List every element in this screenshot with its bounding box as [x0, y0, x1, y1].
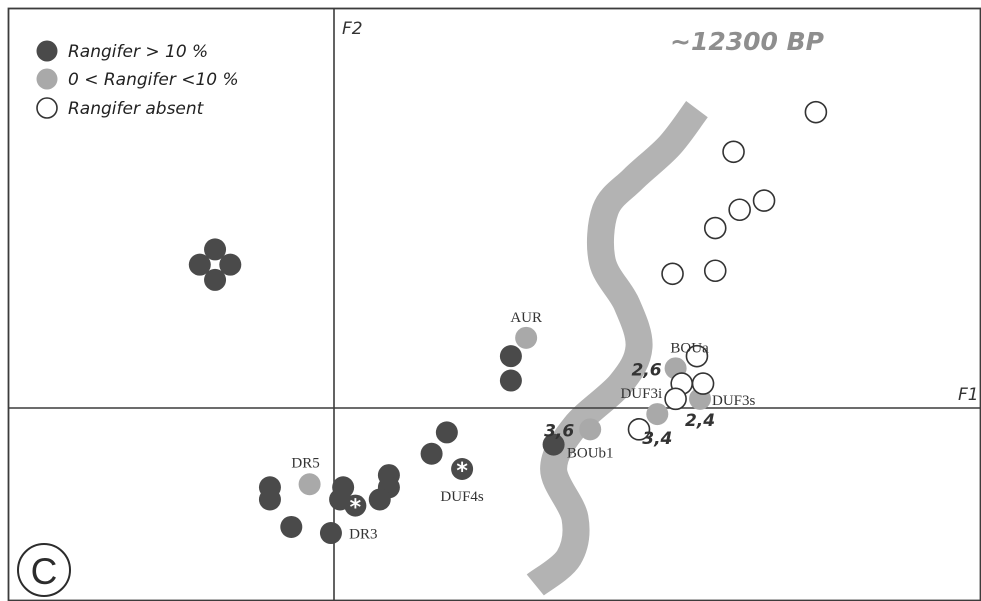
high-point [204, 238, 227, 261]
legend-label-low: 0 < Rangifer <10 % [68, 70, 239, 90]
panel-letter-circle [17, 543, 71, 597]
point-label: BOUa [670, 340, 709, 356]
legend: Rangifer > 10 % 0 < Rangifer <10 % Rangi… [36, 40, 239, 119]
absent-point [728, 198, 751, 222]
legend-label-absent: Rangifer absent [68, 99, 205, 119]
absent-point [691, 372, 715, 395]
high-point [188, 253, 211, 276]
panel-letter: C [17, 543, 71, 597]
absent-point [703, 216, 727, 240]
boundary-layer [526, 101, 708, 596]
high-point [499, 369, 522, 392]
absent-point [685, 344, 709, 368]
absent-point [752, 189, 776, 212]
absent-point [661, 262, 684, 286]
legend-marker-low [36, 68, 58, 90]
absent-point [703, 259, 727, 283]
boundary-band [526, 101, 708, 596]
panel-letter-text: C [31, 551, 58, 592]
point-label: DR5 [291, 455, 319, 471]
point-label: DUF3s [712, 393, 756, 409]
high-point [319, 522, 342, 545]
high-point [435, 421, 458, 444]
high-point [204, 268, 227, 291]
high-point [280, 515, 303, 538]
legend-marker-absent [36, 97, 58, 119]
absent-point [664, 387, 687, 411]
boundary-label: ~12300 BP [670, 27, 824, 56]
high-point [368, 488, 391, 511]
points-layer: ** [188, 100, 828, 545]
high-point [258, 488, 281, 511]
point-label: DUF3i [620, 386, 662, 402]
point-value: 2,6 [631, 360, 661, 380]
absent-point [722, 140, 745, 164]
low-point [646, 403, 669, 426]
point-value: 3,6 [544, 421, 574, 441]
high-point [344, 494, 367, 517]
plot-frame [7, 7, 981, 601]
legend-label-high: Rangifer > 10 % [68, 42, 208, 62]
high-point [420, 442, 443, 465]
point-value: 2,4 [685, 411, 715, 431]
absent-point [627, 418, 651, 441]
point-label: AUR [510, 310, 542, 326]
high-point [542, 433, 565, 456]
labels-layer: DR3 DUF4s DR5 AUR BOUa 2,6 DUF3s 2,4 DUF3i 3,4 BOU… [291, 310, 755, 543]
x-axis-label: F1 [958, 385, 979, 405]
y-axis-label: F2 [342, 19, 363, 39]
low-point [515, 326, 538, 349]
point-label: DR3 [349, 527, 377, 543]
point-value: 3,4 [642, 429, 672, 449]
high-point [219, 253, 242, 276]
high-point [499, 345, 522, 368]
point-asterisk: * [350, 496, 362, 521]
low-point [579, 418, 602, 441]
legend-marker-high [36, 40, 58, 62]
point-label: BOUb1 [567, 445, 614, 461]
high-point [451, 458, 474, 480]
low-point [298, 473, 321, 496]
absent-point [804, 100, 828, 124]
point-asterisk: * [456, 459, 468, 484]
point-label: DUF4s [440, 489, 484, 505]
